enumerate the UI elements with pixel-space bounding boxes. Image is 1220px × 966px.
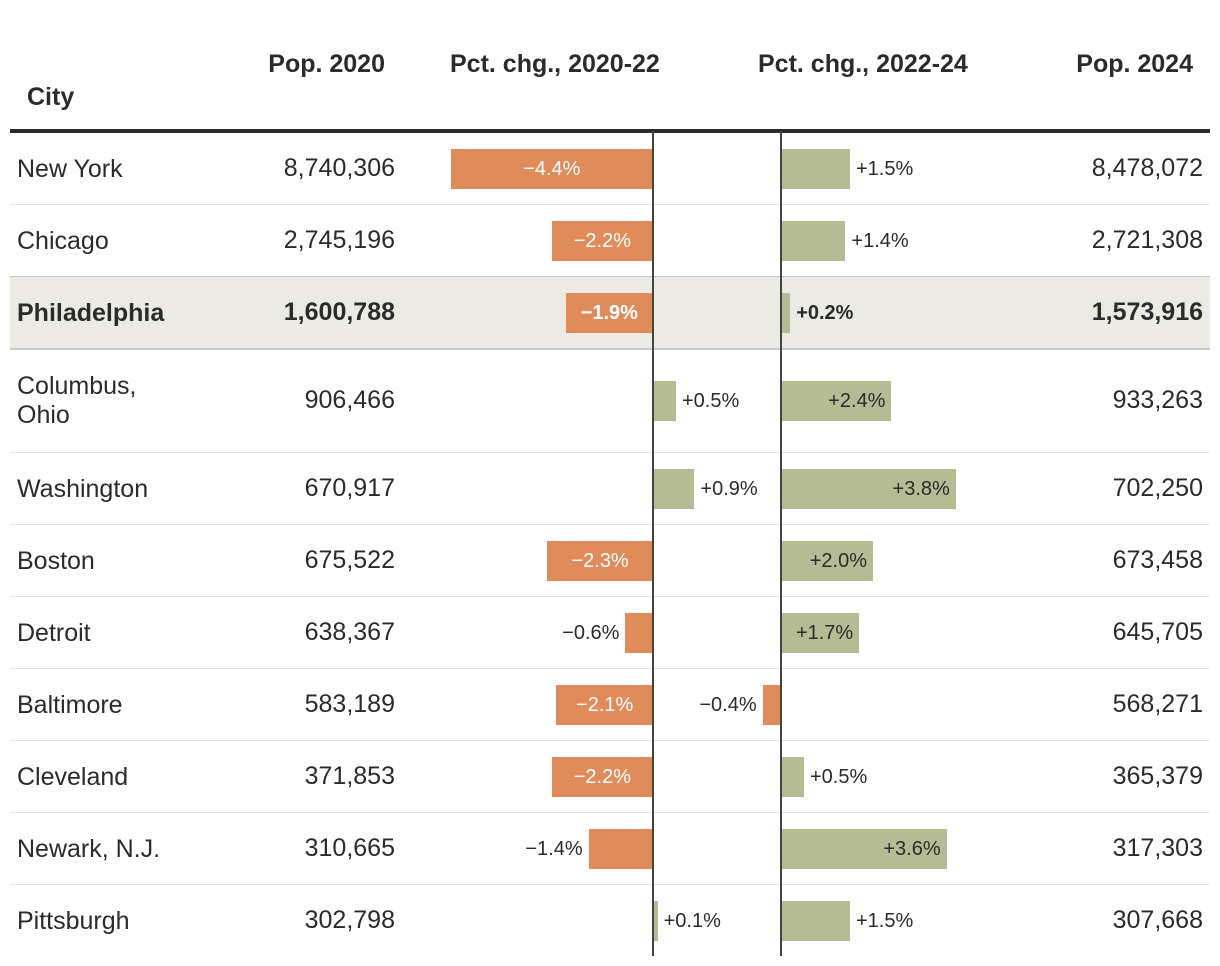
chg-2022-24-label: +0.2% bbox=[796, 302, 854, 324]
header-pct-chg-2022-24: Pct. chg., 2022-24 bbox=[758, 50, 968, 78]
chg-2022-24-bar bbox=[781, 829, 947, 869]
chg-2022-24-label: +0.5% bbox=[810, 766, 868, 788]
pop-2024-value: 645,705 bbox=[1112, 618, 1203, 646]
chg-2020-22-label: −2.2% bbox=[573, 230, 632, 252]
header-city: City bbox=[27, 83, 75, 111]
row-divider bbox=[10, 348, 1210, 350]
header-pct-chg-2020-22: Pct. chg., 2020-22 bbox=[450, 50, 660, 78]
chg-2022-24-label: +2.4% bbox=[828, 390, 886, 412]
zero-axis-2022-24 bbox=[780, 131, 782, 956]
chg-2022-24-bar bbox=[781, 757, 804, 797]
row-divider bbox=[10, 596, 1210, 597]
chg-2022-24-label: +1.5% bbox=[856, 158, 914, 180]
city-name: Cleveland bbox=[17, 762, 129, 791]
pop-2020-value: 2,745,196 bbox=[283, 226, 395, 254]
pop-2024-value: 702,250 bbox=[1112, 474, 1203, 502]
chg-2020-22-bar bbox=[653, 901, 658, 941]
chg-2020-22-bar bbox=[588, 829, 653, 869]
chg-2020-22-label: +0.5% bbox=[682, 390, 740, 412]
chg-2020-22-bar bbox=[565, 293, 653, 333]
chg-2020-22-label: −2.2% bbox=[573, 766, 632, 788]
chg-2022-24-label: +3.6% bbox=[883, 838, 941, 860]
header-pop-2024: Pop. 2024 bbox=[1076, 50, 1193, 78]
row-divider bbox=[10, 204, 1210, 205]
chg-2022-24-label: +1.4% bbox=[851, 230, 909, 252]
city-name: Newark, N.J. bbox=[17, 834, 161, 863]
chg-2022-24-bar bbox=[781, 381, 892, 421]
pop-2020-value: 371,853 bbox=[304, 762, 395, 790]
chg-2020-22-bar bbox=[450, 149, 653, 189]
pop-2024-value: 307,668 bbox=[1112, 906, 1203, 934]
pop-2024-value: 317,303 bbox=[1112, 834, 1203, 862]
city-name: Detroit bbox=[17, 618, 91, 647]
pop-2020-value: 583,189 bbox=[304, 690, 395, 718]
pop-2020-value: 638,367 bbox=[304, 618, 395, 646]
chg-2020-22-bar bbox=[653, 381, 676, 421]
chg-2022-24-bar bbox=[781, 901, 850, 941]
chg-2022-24-bar bbox=[781, 149, 850, 189]
header-rule bbox=[10, 129, 1210, 133]
chg-2022-24-label: +1.7% bbox=[795, 622, 854, 644]
chg-2020-22-label: −4.4% bbox=[523, 158, 581, 180]
row-divider bbox=[10, 740, 1210, 741]
zero-axis-2020-22 bbox=[652, 131, 654, 956]
pop-2020-value: 906,466 bbox=[304, 386, 395, 414]
pop-2020-value: 302,798 bbox=[304, 906, 395, 934]
row-divider bbox=[10, 668, 1210, 669]
city-name: New York bbox=[17, 154, 123, 183]
row-divider bbox=[10, 452, 1210, 453]
chg-2020-22-bar bbox=[547, 541, 653, 581]
city-name: Philadelphia bbox=[17, 298, 165, 327]
chg-2022-24-bar bbox=[781, 221, 846, 261]
chg-2022-24-label: +1.5% bbox=[856, 910, 914, 932]
pop-2020-value: 670,917 bbox=[304, 474, 395, 502]
pop-2020-value: 8,740,306 bbox=[283, 154, 395, 182]
chg-2022-24-bar bbox=[781, 293, 791, 333]
chg-2022-24-label: −0.4% bbox=[699, 694, 757, 716]
pop-2020-value: 310,665 bbox=[304, 834, 395, 862]
city-name: Pittsburgh bbox=[17, 906, 130, 935]
pop-2024-value: 1,573,916 bbox=[1091, 298, 1203, 326]
chg-2020-22-bar bbox=[625, 613, 653, 653]
chg-2020-22-label: −0.6% bbox=[562, 622, 620, 644]
pop-2020-value: 1,600,788 bbox=[283, 298, 395, 326]
chg-2022-24-bar bbox=[762, 685, 781, 725]
chg-2022-24-label: +2.0% bbox=[809, 550, 867, 572]
chg-2020-22-label: −1.9% bbox=[580, 302, 638, 324]
chg-2022-24-bar bbox=[781, 541, 873, 581]
row-divider bbox=[10, 524, 1210, 525]
city-name: Baltimore bbox=[17, 690, 123, 719]
row-divider bbox=[10, 884, 1210, 885]
row-divider bbox=[10, 812, 1210, 813]
city-name: Boston bbox=[17, 546, 95, 575]
chg-2020-22-label: −2.3% bbox=[571, 550, 629, 572]
pop-2020-value: 675,522 bbox=[304, 546, 395, 574]
city-name: Washington bbox=[17, 474, 149, 503]
header-pop-2020: Pop. 2020 bbox=[268, 50, 385, 78]
chg-2022-24-bar bbox=[781, 469, 956, 509]
chg-2020-22-label: +0.1% bbox=[663, 910, 721, 932]
pop-2024-value: 568,271 bbox=[1112, 690, 1203, 718]
table-row bbox=[10, 349, 1210, 453]
chg-2020-22-bar bbox=[653, 469, 695, 509]
chg-2020-22-label: −1.4% bbox=[525, 838, 583, 860]
chg-2022-24-label: +3.8% bbox=[892, 478, 950, 500]
pop-2024-value: 2,721,308 bbox=[1091, 226, 1203, 254]
chg-2020-22-bar bbox=[551, 221, 653, 261]
chg-2020-22-bar bbox=[556, 685, 653, 725]
city-name: Columbus, Ohio bbox=[17, 372, 137, 429]
chg-2020-22-label: +0.9% bbox=[700, 478, 758, 500]
city-name: Chicago bbox=[17, 226, 109, 255]
pop-2024-value: 365,379 bbox=[1112, 762, 1203, 790]
pop-2024-value: 673,458 bbox=[1112, 546, 1203, 574]
chg-2020-22-label: −2.1% bbox=[576, 694, 634, 716]
pop-2024-value: 8,478,072 bbox=[1091, 154, 1203, 182]
chg-2022-24-bar bbox=[781, 613, 860, 653]
chg-2020-22-bar bbox=[551, 757, 653, 797]
pop-2024-value: 933,263 bbox=[1112, 386, 1203, 414]
